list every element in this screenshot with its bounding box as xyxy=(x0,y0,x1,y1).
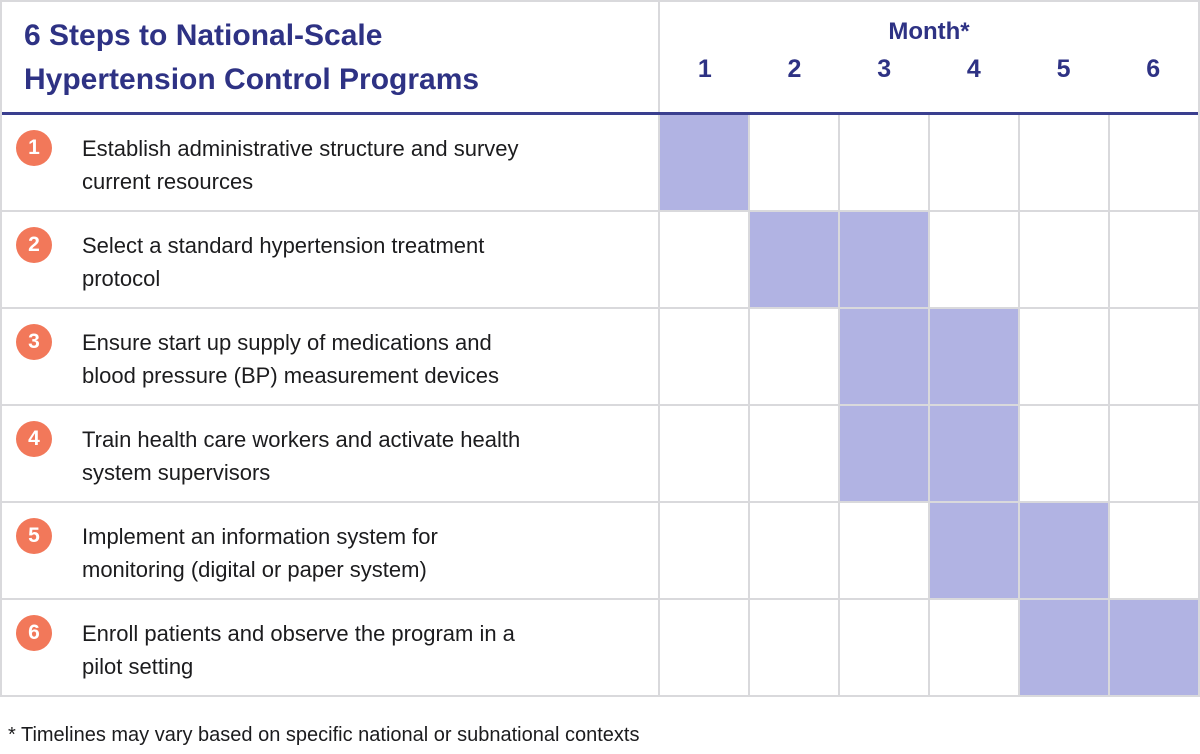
step-label-line: Establish administrative structure and s… xyxy=(82,136,519,161)
step-number-badge: 6 xyxy=(16,615,52,651)
month-number: 5 xyxy=(1056,55,1071,83)
month-number: 4 xyxy=(966,55,981,83)
table-row: 6 Enroll patients and observe the progra… xyxy=(2,600,1198,695)
step-cell: 3 Ensure start up supply of medications … xyxy=(2,309,660,404)
gantt-cell-filled xyxy=(1110,600,1198,695)
gantt-cell-empty xyxy=(1020,309,1110,404)
step-cell: 1 Establish administrative structure and… xyxy=(2,115,660,210)
step-label: Implement an information system for monit… xyxy=(82,518,438,586)
step-number-badge: 4 xyxy=(16,421,52,457)
step-label: Enroll patients and observe the program … xyxy=(82,615,515,683)
table-row: 3 Ensure start up supply of medications … xyxy=(2,309,1198,406)
table-row: 2 Select a standard hypertension treatme… xyxy=(2,212,1198,309)
month-cells xyxy=(660,406,1198,501)
gantt-cell-empty xyxy=(660,212,750,307)
step-label-line: protocol xyxy=(82,266,161,291)
step-number-badge: 5 xyxy=(16,518,52,554)
gantt-cell-filled xyxy=(1020,503,1110,598)
step-label-line: monitoring (digital or paper system) xyxy=(82,557,427,582)
month-number: 3 xyxy=(877,55,892,83)
gantt-cell-empty xyxy=(750,115,840,210)
gantt-cell-filled xyxy=(840,309,930,404)
gantt-cell-filled xyxy=(840,406,930,501)
month-number: 6 xyxy=(1146,55,1161,83)
page-title: 6 Steps to National-Scale Hypertension C… xyxy=(2,2,660,112)
step-cell: 6 Enroll patients and observe the progra… xyxy=(2,600,660,695)
table-row: 1 Establish administrative structure and… xyxy=(2,115,1198,212)
gantt-cell-empty xyxy=(1110,212,1198,307)
gantt-table: 6 Steps to National-Scale Hypertension C… xyxy=(0,0,1200,697)
gantt-cell-empty xyxy=(660,600,750,695)
gantt-cell-empty xyxy=(1020,115,1110,210)
step-number-badge: 2 xyxy=(16,227,52,263)
gantt-cell-empty xyxy=(660,406,750,501)
step-label-line: Ensure start up supply of medications an… xyxy=(82,330,492,355)
gantt-cell-empty xyxy=(1020,406,1110,501)
month-number: 2 xyxy=(787,55,802,83)
step-label-line: pilot setting xyxy=(82,654,194,679)
gantt-cell-empty xyxy=(750,600,840,695)
step-label: Establish administrative structure and s… xyxy=(82,130,519,198)
step-label-line: Implement an information system for xyxy=(82,524,438,549)
gantt-cell-empty xyxy=(1020,212,1110,307)
gantt-cell-empty xyxy=(750,406,840,501)
step-label-line: Select a standard hypertension treatment xyxy=(82,233,485,258)
month-cells xyxy=(660,115,1198,210)
gantt-cell-empty xyxy=(840,600,930,695)
month-cells xyxy=(660,212,1198,307)
gantt-cell-empty xyxy=(930,600,1020,695)
footnote: * Timelines may vary based on specific n… xyxy=(8,724,640,746)
month-cells xyxy=(660,503,1198,598)
gantt-cell-filled xyxy=(660,115,750,210)
gantt-cell-empty xyxy=(1110,115,1198,210)
step-label-line: system supervisors xyxy=(82,460,271,485)
gantt-cell-empty xyxy=(840,503,930,598)
step-label: Ensure start up supply of medications an… xyxy=(82,324,499,392)
step-label-line: Train health care workers and activate h… xyxy=(82,427,521,452)
step-label: Train health care workers and activate h… xyxy=(82,421,520,489)
step-label-line: current resources xyxy=(82,169,254,194)
gantt-body: 1 Establish administrative structure and… xyxy=(2,115,1198,695)
gantt-cell-empty xyxy=(1110,309,1198,404)
step-label-line: blood pressure (BP) measurement devices xyxy=(82,363,499,388)
gantt-cell-filled xyxy=(930,406,1020,501)
page-title-line-2: Hypertension Control Programs xyxy=(24,63,480,96)
step-number-badge: 3 xyxy=(16,324,52,360)
gantt-cell-empty xyxy=(930,212,1020,307)
table-row: 4 Train health care workers and activate… xyxy=(2,406,1198,503)
month-cells xyxy=(660,309,1198,404)
gantt-cell-empty xyxy=(840,115,930,210)
step-label: Select a standard hypertension treatment… xyxy=(82,227,484,295)
gantt-header: 6 Steps to National-Scale Hypertension C… xyxy=(2,2,1198,115)
month-cells xyxy=(660,600,1198,695)
page-title-line-1: 6 Steps to National-Scale xyxy=(24,19,383,52)
gantt-cell-empty xyxy=(930,115,1020,210)
gantt-cell-empty xyxy=(750,309,840,404)
month-number: 1 xyxy=(697,55,712,83)
gantt-cell-filled xyxy=(1020,600,1110,695)
gantt-cell-empty xyxy=(750,503,840,598)
step-cell: 5 Implement an information system for mon… xyxy=(2,503,660,598)
months-header: Month* 1 2 3 4 5 6 xyxy=(660,2,1198,112)
gantt-cell-empty xyxy=(1110,406,1198,501)
month-numbers-row: 1 2 3 4 5 6 xyxy=(660,55,1198,84)
gantt-cell-empty xyxy=(660,503,750,598)
gantt-cell-empty xyxy=(660,309,750,404)
step-number-badge: 1 xyxy=(16,130,52,166)
table-row: 5 Implement an information system for mon… xyxy=(2,503,1198,600)
step-label-line: Enroll patients and observe the program … xyxy=(82,621,515,646)
gantt-cell-empty xyxy=(1110,503,1198,598)
step-cell: 2 Select a standard hypertension treatme… xyxy=(2,212,660,307)
gantt-cell-filled xyxy=(930,309,1020,404)
gantt-cell-filled xyxy=(930,503,1020,598)
gantt-cell-filled xyxy=(750,212,840,307)
month-axis-label: Month* xyxy=(888,18,970,45)
gantt-cell-filled xyxy=(840,212,930,307)
step-cell: 4 Train health care workers and activate… xyxy=(2,406,660,501)
